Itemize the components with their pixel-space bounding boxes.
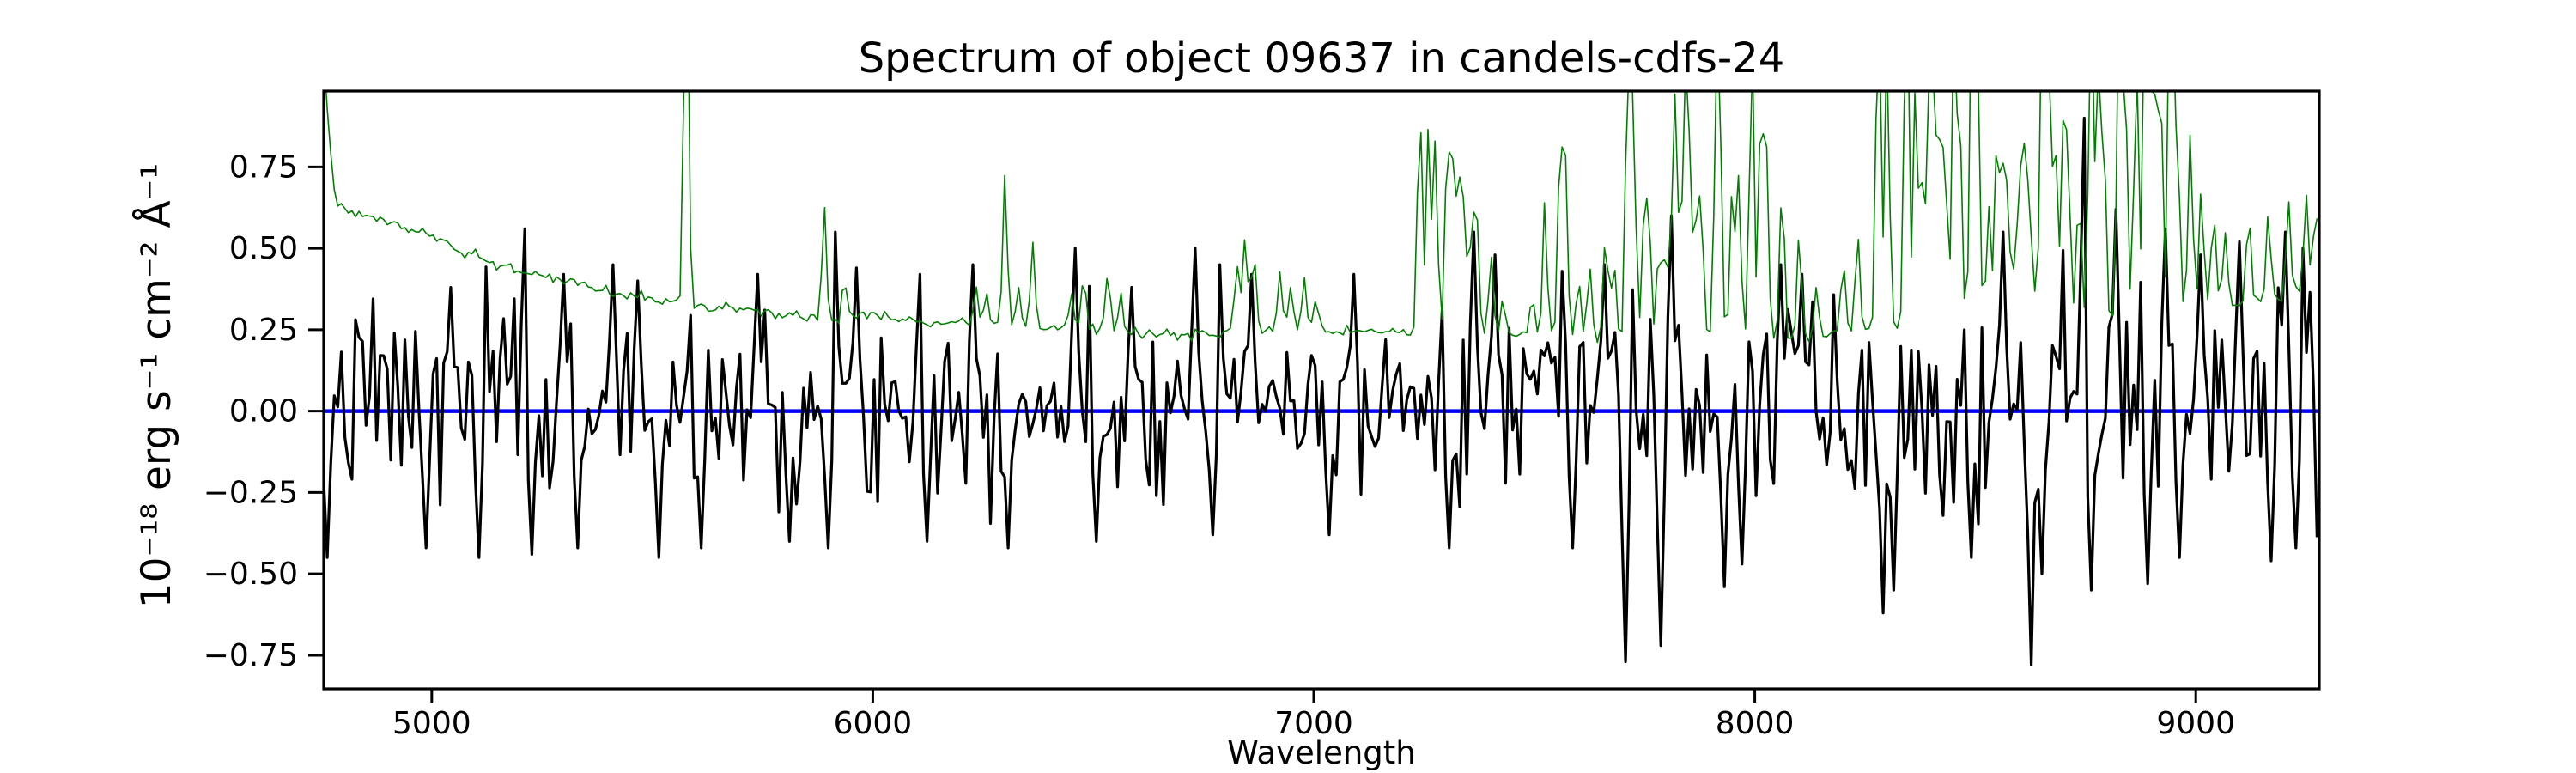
x-tick-label: 6000 [834,706,913,741]
x-tick-label: 9000 [2156,706,2235,741]
axes-spines [322,89,2321,691]
y-tick-label: 0.25 [229,313,298,348]
x-tick-label: 7000 [1274,706,1353,741]
y-tick-label: 0.75 [229,149,298,185]
axis-ticks: 0.75 0.50 0.25 0.00 −0.25 −0.50 −0.75 5000 6000 7… [204,149,2235,741]
y-tick-label: −0.75 [204,638,298,673]
x-tick-label: 8000 [1716,706,1795,741]
y-tick-label: 0.50 [229,231,298,266]
y-tick-label: −0.25 [204,475,298,510]
x-tick-label: 5000 [392,706,471,741]
flux-spectrum-line [324,116,2318,666]
y-tick-label: −0.50 [204,557,298,592]
chart-title: Spectrum of object 09637 in candels-cdfs… [858,34,1785,82]
x-axis-label: Wavelength [1227,734,1416,771]
y-tick-label: 0.00 [229,394,298,429]
noise-spectrum-line [325,91,2318,344]
